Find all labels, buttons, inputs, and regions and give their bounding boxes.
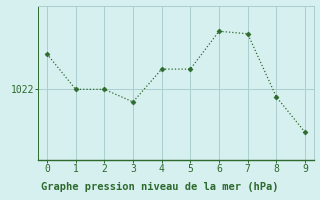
Text: Graphe pression niveau de la mer (hPa): Graphe pression niveau de la mer (hPa) (41, 182, 279, 192)
